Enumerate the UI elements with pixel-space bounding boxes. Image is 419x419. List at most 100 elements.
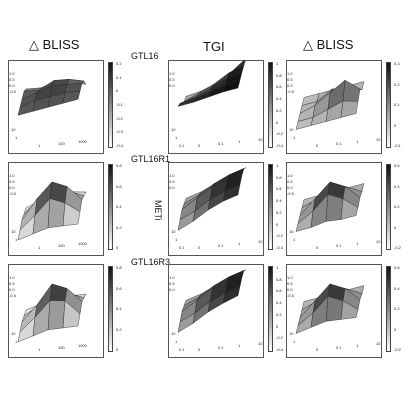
surface-cell <box>64 83 83 93</box>
x-tick-label: 1 <box>238 343 241 348</box>
z-tick-label: -0.5 <box>9 89 16 94</box>
colorbar-tick-label: 0.4 <box>394 285 400 291</box>
surface-svg <box>295 79 365 130</box>
z-tick-label: 0.0 <box>169 83 175 88</box>
colorbar-tick-label: -0.2 <box>116 115 123 121</box>
colorbar-tick-label: -0.4 <box>276 143 283 148</box>
colorbar-tick-label: 0 <box>116 245 119 250</box>
x-tick-label: 10 <box>376 239 381 244</box>
x-tick-label: 1 <box>38 245 41 250</box>
colorbar-tick-label: 0.8 <box>276 276 282 282</box>
x-tick-label: 100 <box>58 345 65 350</box>
surface-cell <box>49 283 68 302</box>
z-tick-label: 0.5 <box>169 77 175 82</box>
colorbar-tick-label: -0.4 <box>276 347 283 352</box>
x-tick-label: 1000 <box>78 343 87 348</box>
colorbar-tick-label: 0.6 <box>276 186 282 192</box>
colorbar-tick-label: 0.6 <box>394 265 400 270</box>
colorbar-tick-label: -0.4 <box>276 245 283 250</box>
z-tick-label: 1.0 <box>169 173 175 178</box>
plot-box <box>168 60 264 154</box>
surface-cell <box>340 100 359 118</box>
z-tick-label: -0.5 <box>9 293 16 298</box>
colorbar-tick-label: 0.4 <box>394 183 400 189</box>
y-tick-label: 10 <box>11 229 16 234</box>
colorbar-tick-label: 0.4 <box>276 198 282 204</box>
z-tick-label: 1.0 <box>169 71 175 76</box>
colorbar <box>386 164 391 250</box>
colorbar-tick-label: 0.2 <box>116 61 122 66</box>
surface-cell <box>222 79 241 93</box>
colorbar-tick-label: 0.2 <box>276 311 282 317</box>
x-tick-label: 1 <box>356 139 359 144</box>
z-tick-label: 0.5 <box>169 281 175 286</box>
y-tick-label: 10 <box>171 331 176 336</box>
colorbar-tick-label: 0.8 <box>116 265 122 270</box>
surface-cell <box>62 202 81 227</box>
colorbar-tick-label: 1 <box>276 163 279 168</box>
colorbar-tick-label: 0.1 <box>116 74 122 80</box>
y-tick-label: 1 <box>293 135 296 140</box>
colorbar-tick-label: 0.8 <box>276 174 282 180</box>
z-tick-label: 1.0 <box>9 71 15 76</box>
row-label-gtl16r1: GTL16R1 <box>131 154 171 164</box>
surface-svg <box>177 60 246 107</box>
y-tick-label: 0.1 <box>179 347 185 352</box>
x-tick-label: 1 <box>238 241 241 246</box>
colorbar-tick-label: 0.2 <box>276 209 282 215</box>
colorbar-tick-label: 0.8 <box>116 163 122 168</box>
y-tick-label: 10 <box>171 127 176 132</box>
colorbar <box>268 164 273 250</box>
colorbar <box>268 266 273 352</box>
colorbar-tick-label: 0.4 <box>116 204 122 209</box>
z-tick-label: 0.0 <box>9 287 15 292</box>
y-tick-label: 10 <box>289 229 294 234</box>
surface-svg <box>17 79 87 116</box>
y-tick-label: 1 <box>175 237 178 242</box>
z-tick-label: 0.0 <box>169 287 175 292</box>
colorbar-tick-label: 0.3 <box>394 61 400 66</box>
surface-cell <box>325 296 344 322</box>
x-tick-label: 1 <box>356 343 359 348</box>
z-tick-label: -0.5 <box>9 191 16 196</box>
y-tick-label: 10 <box>11 331 16 336</box>
surface-panel-1-3: 0.3 0.2 0.1 0 -0.1 1.0 0.5 0.0 -0.5 10 1 0 0.1 1 10 <box>286 60 401 166</box>
colorbar-tick-label: 0.2 <box>116 326 122 332</box>
surface-panel-1-1: 0.2 0.1 0 -0.1 -0.2 -0.3 -0.4 1.0 0.5 0.0 -0.5 10 1 1… <box>8 60 123 166</box>
z-tick-label: 1.0 <box>287 173 293 178</box>
x-tick-label: 0 <box>316 347 319 352</box>
y-tick-label: 10 <box>289 127 294 132</box>
x-tick-label: 1 <box>38 143 41 148</box>
y-tick-label: 1 <box>15 339 18 344</box>
z-tick-label: 0.5 <box>9 281 15 286</box>
surface-svg <box>177 167 247 231</box>
surface-panel-2-2: 1 0.8 0.6 0.4 0.2 0 -0.2 -0.4 1.0 0.5 0.0 10 1 0.1 0 0.… <box>168 162 283 268</box>
surface-svg <box>17 283 87 343</box>
colorbar-tick-label: 0.2 <box>394 306 400 311</box>
row-label-gtl16: GTL16 <box>131 51 159 61</box>
y-tick-label: 10 <box>171 229 176 234</box>
y-tick-label: 1 <box>175 339 178 344</box>
surface-cell <box>325 194 344 222</box>
surface-cell <box>340 300 359 320</box>
colorbar-tick-label: 0.2 <box>116 224 122 230</box>
x-tick-label: 0.1 <box>336 243 342 248</box>
colorbar <box>108 62 113 148</box>
surface-cell <box>340 198 359 220</box>
x-tick-label: 0.1 <box>218 243 224 248</box>
x-tick-label: 100 <box>58 243 65 248</box>
colorbar-tick-label: 0.6 <box>116 285 122 291</box>
z-tick-label: -0.5 <box>287 191 294 196</box>
colorbar <box>386 62 391 148</box>
row-label-gtl16r3: GTL16R3 <box>131 257 171 267</box>
z-tick-label: 0.0 <box>9 185 15 190</box>
y-tick-label: 1 <box>175 135 178 140</box>
z-tick-label: 0.0 <box>287 83 293 88</box>
y-tick-label: 10 <box>289 331 294 336</box>
colorbar-tick-label: 0 <box>394 122 397 128</box>
x-tick-label: 10 <box>376 137 381 142</box>
colorbar-tick-label: 0.4 <box>116 306 122 311</box>
z-tick-label: 1.0 <box>9 173 15 178</box>
z-tick-label: 0.0 <box>287 287 293 292</box>
surface-svg <box>17 181 87 241</box>
